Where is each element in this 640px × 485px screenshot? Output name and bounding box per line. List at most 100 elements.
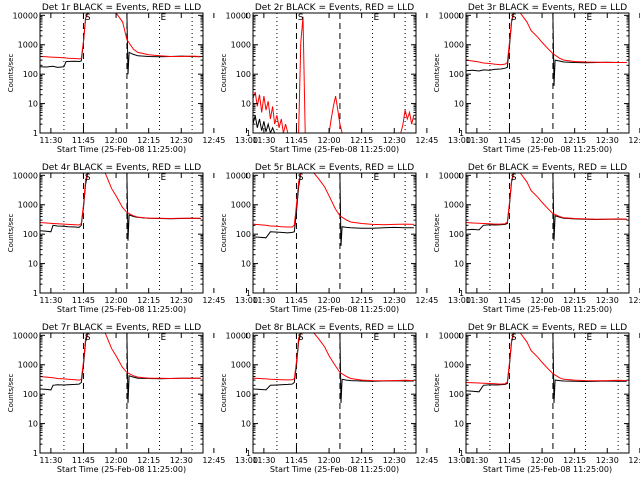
x-tick-label: 11:45 — [498, 136, 521, 145]
end-annotation: E — [374, 333, 380, 343]
series-line-events — [466, 13, 627, 86]
series-line-lld — [40, 173, 201, 226]
y-tick-label: 100 — [23, 390, 38, 399]
series-line-events — [466, 333, 627, 404]
x-tick-label: 12:15 — [350, 296, 373, 305]
end-annotation: E — [587, 333, 593, 343]
x-tick-label: 12:45 — [415, 296, 438, 305]
x-tick-label: 11:45 — [72, 136, 95, 145]
panel-title: Det 8r BLACK = Events, RED = LLD — [255, 323, 414, 333]
series-line-lld — [253, 173, 414, 228]
y-tick-label: 1000 — [444, 361, 464, 370]
x-axis-label: Start Time (25-Feb-08 11:25:00) — [483, 145, 612, 154]
x-tick-label: 12:45 — [415, 136, 438, 145]
detector-panel-7: Det 7r BLACK = Events, RED = LLD 1 10 100 10… — [7, 323, 258, 474]
plot-frame — [39, 332, 204, 454]
y-tick-label: 1 — [246, 449, 251, 458]
panel-title: Det 6r BLACK = Events, RED = LLD — [468, 163, 627, 173]
x-axis-label: Start Time (25-Feb-08 11:25:00) — [57, 305, 186, 314]
x-tick-label: 12:45 — [202, 456, 225, 465]
detector-panel-8: Det 8r BLACK = Events, RED = LLD 1 10 100 10… — [220, 323, 471, 474]
panel-title: Det 4r BLACK = Events, RED = LLD — [42, 163, 201, 173]
x-tick-label: 11:30 — [252, 136, 275, 145]
x-tick-label: 11:45 — [498, 456, 521, 465]
x-tick-label: 12:30 — [383, 136, 406, 145]
series-line-lld — [40, 333, 201, 381]
series-line-lld — [466, 13, 627, 66]
series-line-lld — [40, 13, 201, 60]
y-tick-label: 10000 — [226, 11, 251, 20]
x-tick-label: 12:00 — [318, 456, 341, 465]
x-tick-label: 12:30 — [170, 456, 193, 465]
start-annotation: S — [85, 173, 91, 183]
start-annotation: S — [511, 173, 517, 183]
y-tick-label: 1000 — [231, 201, 251, 210]
x-tick-label: 11:45 — [285, 456, 308, 465]
start-annotation: S — [298, 173, 304, 183]
x-tick-label: 12:00 — [531, 136, 554, 145]
y-tick-label: 10 — [454, 420, 464, 429]
x-axis-label: Start Time (25-Feb-08 11:25:00) — [57, 145, 186, 154]
series-line-events — [40, 333, 201, 404]
x-axis-label: Start Time (25-Feb-08 11:25:00) — [270, 465, 399, 474]
detector-panel-6: Det 6r BLACK = Events, RED = LLD 1 10 100 10… — [433, 163, 640, 314]
y-tick-label: 1000 — [18, 361, 38, 370]
series-group — [40, 173, 201, 241]
series-line-events — [40, 13, 201, 75]
y-tick-label: 10 — [241, 100, 251, 109]
y-tick-label: 1 — [459, 129, 464, 138]
x-tick-label: 12:15 — [137, 136, 160, 145]
y-axis-label: Counts/sec — [433, 54, 441, 93]
series-line-events — [253, 115, 277, 133]
y-tick-label: 10 — [241, 420, 251, 429]
panel-title: Det 2r BLACK = Events, RED = LLD — [255, 3, 414, 13]
detector-panel-9: Det 9r BLACK = Events, RED = LLD 1 10 100 10… — [433, 323, 640, 474]
start-annotation: S — [85, 13, 91, 23]
x-tick-label: 11:45 — [72, 296, 95, 305]
y-tick-label: 100 — [236, 70, 251, 79]
detector-panel-5: Det 5r BLACK = Events, RED = LLD 1 10 100 10… — [220, 163, 471, 314]
end-annotation: E — [587, 13, 593, 23]
end-annotation: E — [161, 13, 167, 23]
x-tick-label: 13:00 — [448, 296, 471, 305]
x-tick-label: 12:45 — [202, 296, 225, 305]
x-tick-label: 12:00 — [105, 296, 128, 305]
series-group — [466, 13, 627, 86]
x-tick-label: 12:15 — [563, 136, 586, 145]
start-annotation: S — [511, 333, 517, 343]
x-tick-label: 11:45 — [72, 456, 95, 465]
series-group — [253, 16, 415, 133]
start-annotation: S — [298, 13, 304, 23]
y-tick-label: 10000 — [226, 331, 251, 340]
start-annotation: S — [298, 333, 304, 343]
x-tick-label: 11:30 — [39, 296, 62, 305]
y-tick-label: 1000 — [444, 41, 464, 50]
y-tick-label: 1 — [246, 289, 251, 298]
x-tick-label: 12:30 — [383, 456, 406, 465]
x-tick-label: 13:00 — [235, 296, 258, 305]
x-axis-label: Start Time (25-Feb-08 11:25:00) — [483, 465, 612, 474]
end-annotation: E — [161, 333, 167, 343]
x-tick-label: 11:45 — [498, 296, 521, 305]
x-tick-label: 12:00 — [531, 456, 554, 465]
x-tick-label: 12:30 — [596, 456, 619, 465]
plot-frame — [252, 172, 417, 294]
x-tick-label: 11:30 — [39, 136, 62, 145]
x-tick-label: 12:45 — [202, 136, 225, 145]
x-tick-label: 12:00 — [531, 296, 554, 305]
y-tick-label: 10000 — [226, 171, 251, 180]
x-tick-label: 12:45 — [628, 136, 640, 145]
x-tick-label: 12:30 — [596, 296, 619, 305]
plot-frame — [39, 172, 204, 294]
x-tick-label: 12:15 — [137, 456, 160, 465]
x-axis-label: Start Time (25-Feb-08 11:25:00) — [270, 305, 399, 314]
y-tick-label: 1000 — [231, 41, 251, 50]
panel-title: Det 7r BLACK = Events, RED = LLD — [42, 323, 201, 333]
x-tick-label: 12:00 — [318, 136, 341, 145]
y-tick-label: 1 — [33, 289, 38, 298]
series-line-lld — [253, 333, 414, 382]
x-tick-label: 12:15 — [137, 296, 160, 305]
x-tick-label: 11:30 — [465, 456, 488, 465]
start-annotation: S — [511, 13, 517, 23]
x-tick-label: 12:15 — [350, 456, 373, 465]
